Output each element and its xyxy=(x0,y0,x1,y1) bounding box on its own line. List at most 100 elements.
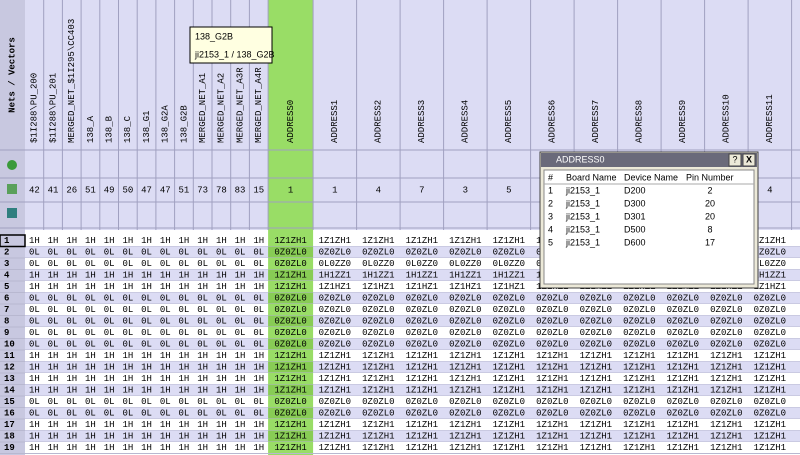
vector-cell: 0Z0ZL0 xyxy=(406,294,438,304)
vector-cell: 1H xyxy=(235,420,246,430)
vector-cell: 1H xyxy=(48,420,59,430)
vector-cell: 1Z1ZH1 xyxy=(536,363,568,373)
vector-cell: 0L xyxy=(235,317,246,327)
vector-cell: 1Z1ZH1 xyxy=(536,386,568,396)
help-button-label[interactable]: ? xyxy=(732,154,737,164)
vector-cell: 1Z1HZ1 xyxy=(493,282,525,292)
vector-cell: 1H xyxy=(253,374,264,384)
vector-cell: 0L xyxy=(235,328,246,338)
vector-cell: 0Z0ZL0 xyxy=(754,317,786,327)
vector-cell: 1H xyxy=(179,420,190,430)
vector-cell: 1H xyxy=(85,236,96,246)
vector-cell: 1H xyxy=(160,236,171,246)
vector-cell: 0L xyxy=(104,409,115,419)
vector-cell: 0L xyxy=(141,248,152,258)
vector-cell: 0Z0ZL0 xyxy=(580,397,612,407)
row-number: 18 xyxy=(4,432,15,442)
row-highlight xyxy=(268,430,314,442)
vector-cell: 1Z1ZH1 xyxy=(493,386,525,396)
column-name: MERGED_NET_A1 xyxy=(198,73,208,143)
vector-cell: 1Z1ZH1 xyxy=(667,443,699,453)
column-name: 138_B xyxy=(105,115,115,143)
vector-cell: 0L xyxy=(48,340,59,350)
vector-cell: 1H xyxy=(104,443,115,453)
vector-cell: 0L xyxy=(235,397,246,407)
close-button-label[interactable]: X xyxy=(746,154,752,164)
vector-cell: 0Z0ZL0 xyxy=(493,409,525,419)
row-band xyxy=(25,292,800,304)
vector-cell: 0L xyxy=(104,259,115,269)
vector-cell: 0L xyxy=(253,328,264,338)
row-highlight xyxy=(268,281,314,293)
vector-cell: 1Z1ZH1 xyxy=(493,374,525,384)
vector-cell: 1H xyxy=(141,420,152,430)
vector-cell: 1H xyxy=(216,432,227,442)
vector-cell: 1Z1HZ1 xyxy=(754,282,786,292)
vector-cell: 1H xyxy=(179,271,190,281)
vector-cell: 0L xyxy=(66,305,77,315)
vector-cell: 1H xyxy=(160,443,171,453)
vector-cell: 0L xyxy=(85,317,96,327)
close-button[interactable] xyxy=(742,153,756,167)
column-name: ADDRESS11 xyxy=(765,94,775,143)
vector-cell: 1H xyxy=(104,271,115,281)
dialog-cell: 3 xyxy=(548,211,553,221)
vector-cell: 1Z1ZH1 xyxy=(623,374,655,384)
vector-cell: 1H xyxy=(235,271,246,281)
dialog-table xyxy=(543,169,755,285)
vector-cell: 0Z0ZL0 xyxy=(449,340,481,350)
vector-cell: 1Z1ZH1 xyxy=(362,432,394,442)
dialog-cell: 4 xyxy=(548,224,553,234)
vector-cell: 1H xyxy=(197,271,208,281)
vector-cell: 1Z1ZH1 xyxy=(362,363,394,373)
vector-cell: 1H xyxy=(235,386,246,396)
vector-cell: 1H xyxy=(48,271,59,281)
vector-cell: 0L xyxy=(179,409,190,419)
vector-cell: 0L xyxy=(48,305,59,315)
vector-cell: 1H1ZZ1 xyxy=(449,271,481,281)
vector-cell: 0Z0ZL0 xyxy=(536,328,568,338)
vector-cell: 0Z0ZL0 xyxy=(362,340,394,350)
vector-cell: 0L xyxy=(29,305,40,315)
vector-cell: 0L xyxy=(216,317,227,327)
row-highlight xyxy=(268,350,314,362)
row-band xyxy=(25,258,800,270)
vector-cell: 0L xyxy=(48,294,59,304)
vector-cell: 0L xyxy=(160,259,171,269)
row-number: 16 xyxy=(4,409,15,419)
column-pins: 4 xyxy=(376,185,381,195)
vector-cell: 0Z0ZL0 xyxy=(319,397,351,407)
vector-cell: 0L xyxy=(141,317,152,327)
vector-cell: 1Z1ZH1 xyxy=(493,236,525,246)
vector-cell: 0Z0ZL0 xyxy=(493,305,525,315)
vector-cell: 1H xyxy=(85,432,96,442)
vector-cell: 1Z1ZH1 xyxy=(406,236,438,246)
vector-cell: 0Z0ZL0 xyxy=(710,409,742,419)
row-highlight xyxy=(268,384,314,396)
dialog-cell: 8 xyxy=(707,224,712,234)
vector-cell: 1Z1ZH1 xyxy=(274,374,306,384)
row-number: 6 xyxy=(4,294,9,304)
row-number: 2 xyxy=(4,248,9,258)
row-band xyxy=(25,246,800,258)
column-name: MERGED_NET_A3R xyxy=(235,67,245,143)
vector-cell: 1Z1ZH1 xyxy=(319,236,351,246)
vector-cell: 1H xyxy=(216,374,227,384)
vector-cell: 1H xyxy=(122,351,133,361)
vector-cell: 0L xyxy=(29,259,40,269)
vector-cell: 1Z1ZH1 xyxy=(362,236,394,246)
vector-cell: 1H1ZZ1 xyxy=(319,271,351,281)
vector-cell: 1Z1HZ1 xyxy=(449,282,481,292)
vector-cell: 0Z0ZL0 xyxy=(580,409,612,419)
vector-cell: 0L xyxy=(160,317,171,327)
help-button[interactable] xyxy=(728,153,742,167)
vector-cell: 1Z1ZH1 xyxy=(319,443,351,453)
vector-cell: 0Z0ZL0 xyxy=(667,328,699,338)
vector-cell: 1Z1ZH1 xyxy=(274,443,306,453)
column-pins: 1 xyxy=(288,185,293,195)
vector-cell: 1H xyxy=(48,386,59,396)
vector-cell: 0Z0ZL0 xyxy=(362,248,394,258)
vector-cell: 1Z1ZH1 xyxy=(274,363,306,373)
vector-cell: 1Z1ZH1 xyxy=(274,386,306,396)
vector-cell: 1H1ZZ1 xyxy=(362,271,394,281)
